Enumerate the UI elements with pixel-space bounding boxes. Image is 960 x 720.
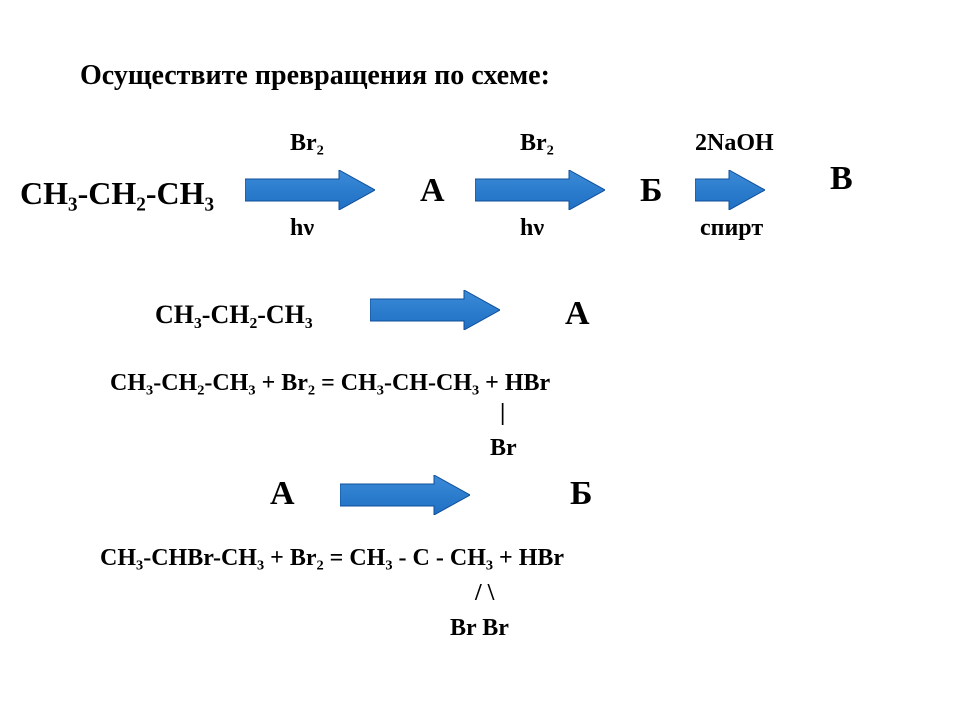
arrow-3	[695, 170, 765, 210]
arrow-2	[475, 170, 605, 210]
row1-A: А	[420, 172, 445, 210]
row1-C: В	[830, 160, 853, 198]
row3-left: А	[270, 475, 295, 513]
row1-top2: Br₂	[520, 130, 554, 157]
eq2-line2: / \	[475, 580, 494, 607]
arrow-5	[340, 475, 470, 515]
row1-B: Б	[640, 172, 662, 210]
row1-top1: Br₂	[290, 130, 324, 157]
row1-bot2: hν	[520, 215, 544, 242]
row1-bot3: спирт	[700, 215, 763, 242]
slide-title: Осуществите превращения по схеме:	[80, 60, 920, 92]
row1-top3: 2NaOH	[695, 130, 774, 157]
arrow-1	[245, 170, 375, 210]
eq2-line3: Br Br	[450, 615, 509, 642]
row1-bot1: hν	[290, 215, 314, 242]
eq1-line3: Br	[490, 435, 517, 462]
slide: Осуществите превращения по схеме: CH₃-CH…	[0, 0, 960, 720]
arrow-4	[370, 290, 500, 330]
row2-right: А	[565, 295, 590, 333]
row1-start: CH₃-CH₂-CH₃	[20, 175, 214, 212]
eq1-line1: CH₃-CH₂-CH₃ + Br₂ = CH₃-CH-CH₃ + HBr	[110, 370, 550, 397]
eq2-line1: CH₃-CHBr-CH₃ + Br₂ = CH₃ - C - CH₃ + HBr	[100, 545, 564, 572]
row2-left: CH₃-CH₂-CH₃	[155, 300, 313, 330]
eq1-line2: |	[500, 400, 505, 427]
row3-right: Б	[570, 475, 592, 513]
